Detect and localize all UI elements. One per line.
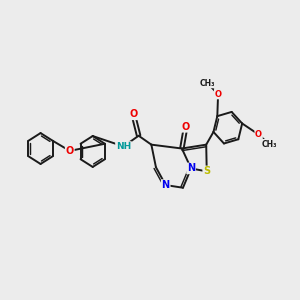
Text: O: O <box>182 122 190 132</box>
Text: CH₃: CH₃ <box>261 140 277 148</box>
Text: O: O <box>255 130 262 139</box>
Text: CH₃: CH₃ <box>200 79 215 88</box>
Text: S: S <box>203 167 210 176</box>
Text: O: O <box>66 146 74 156</box>
Text: O: O <box>214 90 222 99</box>
Text: O: O <box>129 109 137 119</box>
Text: NH: NH <box>116 142 131 151</box>
Text: N: N <box>187 164 195 173</box>
Text: N: N <box>162 180 170 190</box>
